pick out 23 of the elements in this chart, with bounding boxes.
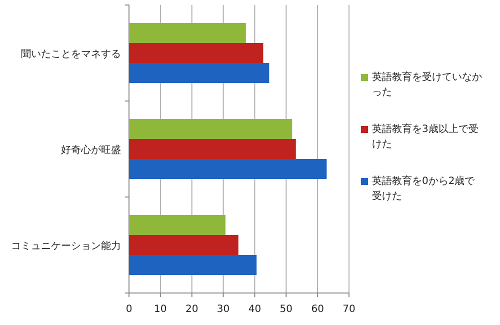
x-tick-label: 0 xyxy=(126,304,132,315)
legend-label: 英語教育を3歳以上で受けた xyxy=(371,122,480,152)
bar xyxy=(129,255,257,275)
x-tick-label: 50 xyxy=(280,304,293,315)
bar xyxy=(129,215,226,235)
y-tick-label: 好奇心が旺盛 xyxy=(61,144,121,156)
bar xyxy=(129,43,264,63)
bar xyxy=(129,119,292,139)
x-tick-label: 20 xyxy=(185,304,198,315)
x-tick-label: 60 xyxy=(311,304,324,315)
legend-label: 英語教育を0から2歳で受けた xyxy=(371,174,476,204)
bar xyxy=(129,235,238,255)
x-tick-label: 70 xyxy=(342,304,356,315)
bar xyxy=(129,23,246,43)
legend-label: 英語教育を受けていなかった xyxy=(371,70,483,100)
bar xyxy=(129,63,270,83)
y-tick-label: 聞いたことをマネする xyxy=(21,48,121,60)
x-tick-label: 30 xyxy=(216,304,230,315)
y-tick-label: コミュニケーション能力 xyxy=(11,240,121,252)
bar xyxy=(129,159,327,179)
x-tick-label: 10 xyxy=(154,304,167,315)
bar xyxy=(129,139,296,159)
x-tick-label: 40 xyxy=(248,304,262,315)
